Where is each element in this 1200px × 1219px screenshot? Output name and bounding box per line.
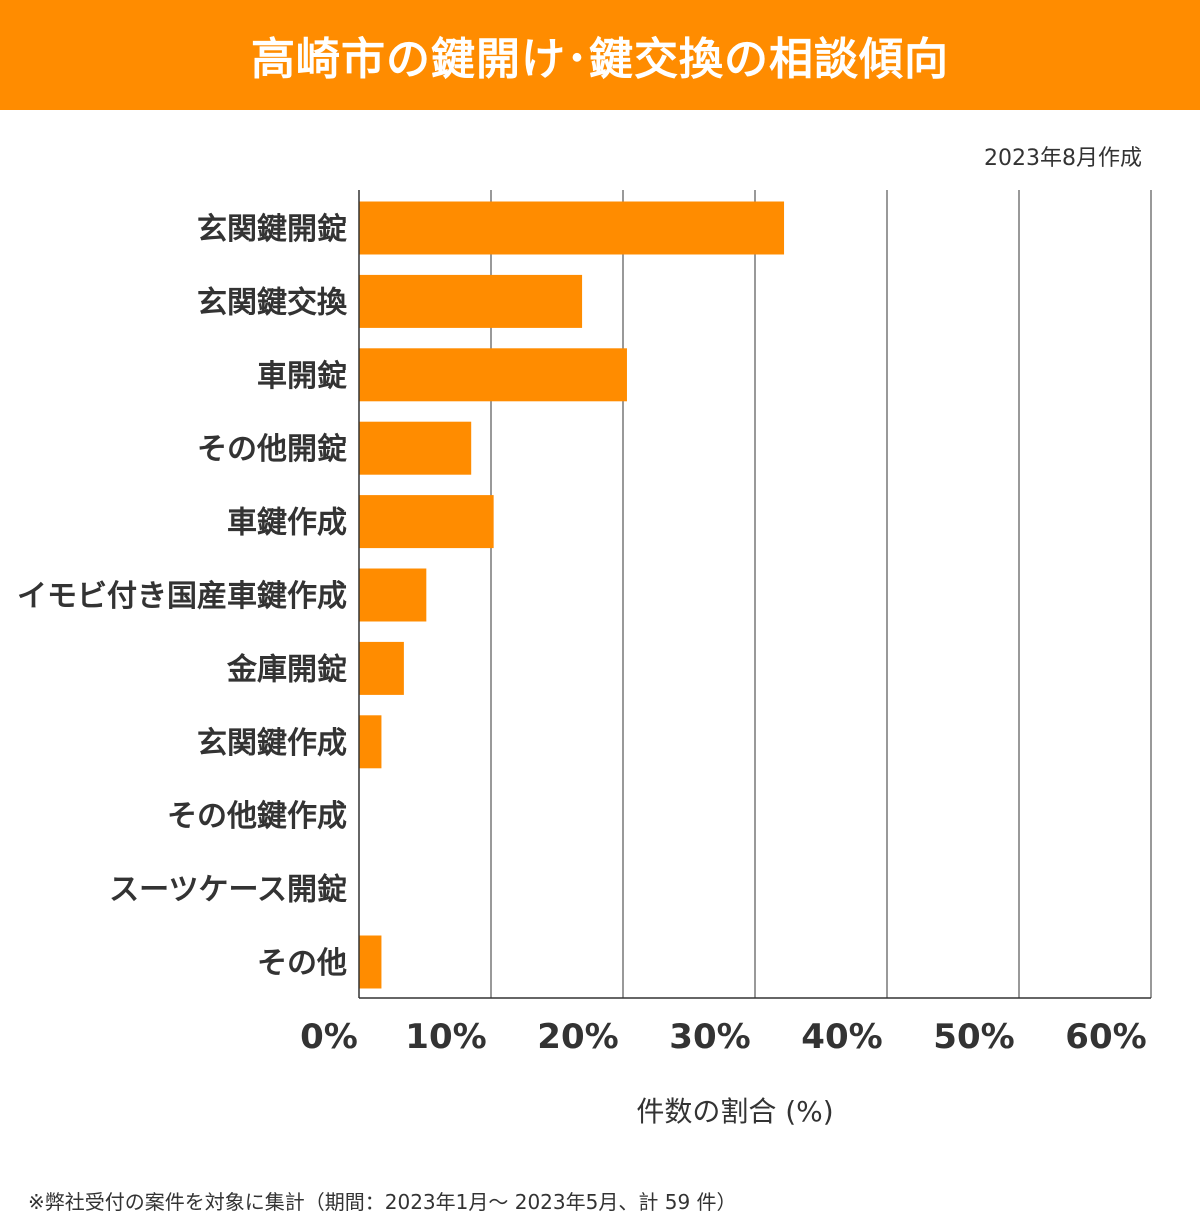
bar bbox=[359, 715, 382, 769]
category-label: その他 bbox=[257, 946, 347, 981]
bar bbox=[359, 495, 494, 549]
bar bbox=[359, 568, 427, 622]
bar bbox=[359, 274, 583, 328]
bar bbox=[359, 348, 627, 402]
footnote: ※弊社受付の案件を対象に集計（期間：2023年1月～ 2023年5月、計 59 … bbox=[28, 1190, 737, 1214]
created-date: 2023年8月作成 bbox=[984, 146, 1142, 171]
bar bbox=[359, 421, 472, 475]
x-tick-label: 50% bbox=[933, 1017, 1014, 1057]
x-tick-label: 30% bbox=[669, 1017, 750, 1057]
x-tick-label: 0% bbox=[300, 1017, 358, 1057]
chart-title: 高崎市の鍵開け･鍵交換の相談傾向 bbox=[251, 34, 949, 85]
category-label: 車鍵作成 bbox=[227, 506, 347, 541]
chart-title-banner: 高崎市の鍵開け･鍵交換の相談傾向 bbox=[0, 0, 1200, 110]
bar bbox=[359, 201, 785, 255]
category-label: 車開錠 bbox=[257, 359, 347, 394]
x-tick-label: 60% bbox=[1065, 1017, 1146, 1057]
category-label: 玄関鍵開錠 bbox=[197, 212, 347, 247]
category-label: 玄関鍵交換 bbox=[197, 285, 348, 320]
x-tick-label: 40% bbox=[801, 1017, 882, 1057]
category-label: その他鍵作成 bbox=[167, 799, 347, 834]
bar bbox=[359, 641, 404, 695]
category-label: イモビ付き国産車鍵作成 bbox=[17, 579, 347, 614]
category-label: 玄関鍵作成 bbox=[197, 726, 347, 761]
category-label: スーツケース開錠 bbox=[109, 873, 347, 908]
category-label: 金庫開錠 bbox=[226, 652, 347, 687]
x-tick-label: 20% bbox=[537, 1017, 618, 1057]
category-label: その他開錠 bbox=[197, 432, 347, 467]
x-tick-label: 10% bbox=[405, 1017, 486, 1057]
bar bbox=[359, 935, 382, 989]
x-axis-label: 件数の割合 (%) bbox=[636, 1095, 834, 1128]
